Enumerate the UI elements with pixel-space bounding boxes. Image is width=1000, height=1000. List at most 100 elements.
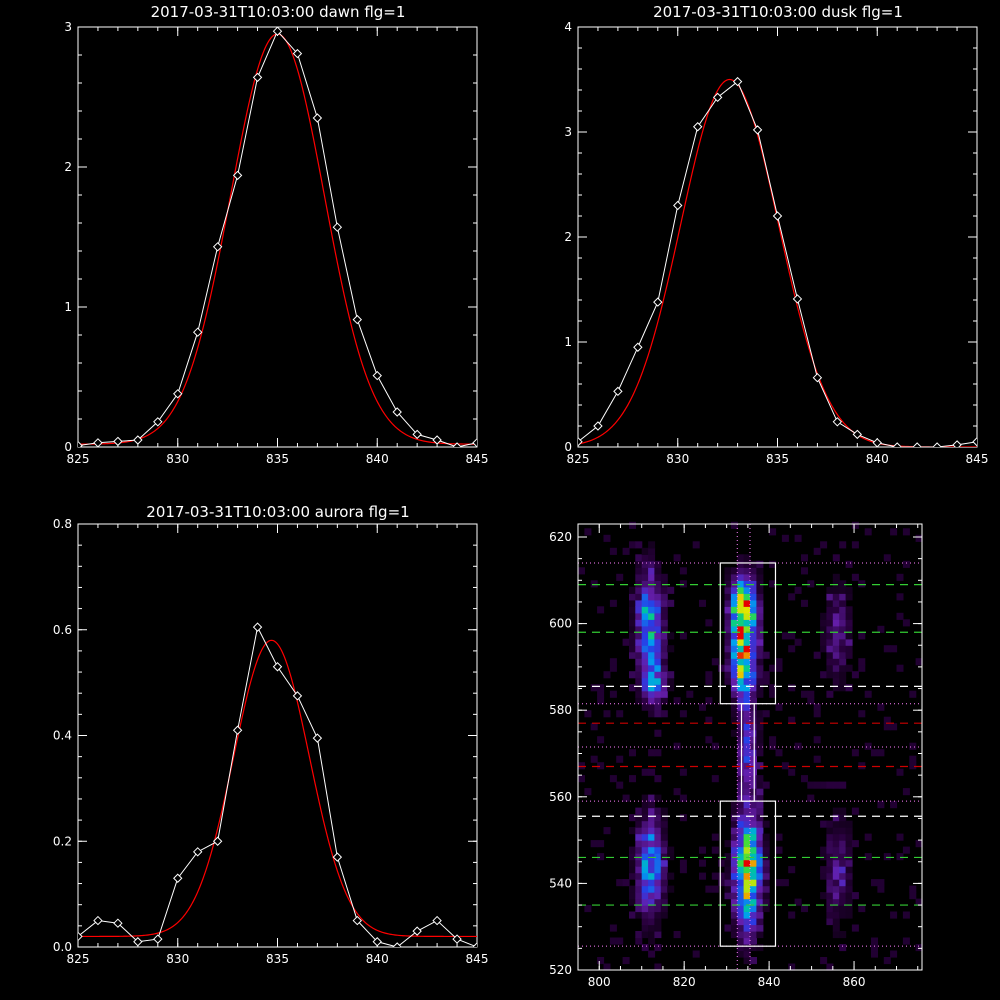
spectrogram-cell [820, 645, 828, 653]
spectrogram-cell [641, 807, 649, 815]
spectrogram-cell [603, 671, 611, 679]
spectrogram-cell [877, 625, 885, 633]
spectrogram-cell [730, 684, 738, 692]
spectrogram-cell [826, 612, 834, 620]
spectrogram-cell [858, 710, 866, 718]
spectrogram-cell [724, 580, 732, 588]
spectrogram-cell [794, 534, 802, 542]
spectrogram-cell [635, 671, 643, 679]
spectrogram-cell [724, 658, 732, 666]
spectrogram-cell [660, 814, 668, 822]
spectrogram-cell [750, 703, 757, 711]
spectrogram-cell [641, 801, 649, 809]
spectrogram-cell [775, 703, 783, 711]
spectrogram-cell [750, 645, 757, 653]
spectrogram-cell [858, 664, 866, 672]
spectrogram-cell [730, 625, 738, 633]
spectrogram-cell [762, 892, 770, 900]
aurora-data-point [352, 915, 363, 926]
spectrogram-cell [756, 872, 764, 880]
spectrogram-cell [629, 885, 636, 893]
spectrogram-cell [839, 931, 847, 939]
spectrogram-cell [718, 872, 726, 880]
spectrogram-cell [769, 560, 777, 568]
spectrogram-cell [750, 599, 757, 607]
spectrogram-cell [673, 697, 681, 705]
spectrogram-cell [737, 827, 745, 835]
spectrogram-cell [641, 768, 649, 776]
spectrogram-cell [756, 716, 764, 724]
spectrogram-cell [648, 593, 656, 601]
spectrogram-cell [667, 872, 675, 880]
spectrogram-cell [679, 814, 687, 822]
spectrogram-cell [641, 619, 649, 627]
spectrogram-cell [635, 619, 643, 627]
spectrogram-cell [832, 664, 840, 672]
spectrogram-cell [743, 788, 751, 796]
spectrogram-cell [597, 606, 605, 614]
spectrogram-cell [648, 599, 656, 607]
spectrogram-cell [730, 586, 738, 594]
spectrogram-cell [660, 651, 668, 659]
spectrogram-cell [654, 846, 662, 854]
spectrogram-cell [654, 573, 662, 581]
dawn-data-point [332, 222, 343, 232]
spectrogram-cell [667, 846, 675, 854]
spectrogram-cell [590, 723, 598, 731]
spectrogram-cell [648, 554, 656, 562]
spectrogram-cell [679, 866, 687, 874]
spectrogram-cell [641, 593, 649, 601]
spectrogram-cell [635, 560, 643, 568]
spectrogram-cell [845, 632, 853, 640]
spectrogram-cell [730, 892, 738, 900]
spectrogram-cell [641, 905, 649, 913]
spectrogram-cell [896, 573, 904, 581]
spectrogram-cell [730, 664, 738, 672]
spectrogram-cell [654, 827, 662, 835]
spectrogram-cell [915, 534, 923, 542]
spectrogram-cell [718, 879, 726, 887]
spectrogram-cell [648, 645, 656, 653]
spectrogram-cell [832, 658, 840, 666]
spectrogram-cell [679, 794, 687, 802]
spectrogram-cell [743, 690, 751, 698]
spectrogram-cell [629, 632, 636, 640]
spectrogram-cell [622, 638, 630, 646]
spectrogram-cell [654, 911, 662, 919]
image-ytick-label: 540 [549, 876, 572, 890]
dusk-data-point [633, 342, 643, 352]
spectrogram-cell [743, 619, 751, 627]
spectrogram-cell [750, 593, 757, 601]
spectrogram-cell [762, 651, 770, 659]
spectrogram-cell [635, 697, 643, 705]
spectrogram-cell [654, 866, 662, 874]
spectrogram-cell [641, 944, 649, 952]
spectrogram-cell [839, 879, 847, 887]
spectrogram-cell [648, 931, 656, 939]
spectrogram-cell [896, 853, 904, 861]
spectrogram-cell [730, 697, 738, 705]
aurora-data-point [472, 942, 477, 947]
spectrogram-cell [629, 853, 636, 861]
spectrogram-cell [737, 554, 745, 562]
spectrogram-cell [660, 671, 668, 679]
dusk-data-point [912, 442, 922, 447]
dusk-data-line [578, 80, 977, 447]
dusk-data-point [752, 125, 763, 135]
aurora-ytick-label: 0.2 [53, 834, 72, 848]
spectrogram-cell [724, 671, 732, 679]
spectrogram-cell [826, 781, 834, 789]
spectrogram-cell [724, 885, 732, 893]
spectrogram-cell [743, 755, 751, 763]
spectrogram-cell [756, 638, 764, 646]
spectrogram-cell [909, 892, 917, 900]
spectrogram-cell [775, 749, 783, 757]
spectrogram-cell [648, 606, 656, 614]
spectrogram-cell [807, 794, 815, 802]
spectrogram-cell [750, 768, 757, 776]
spectrogram-cell [832, 905, 840, 913]
dawn-ytick-label: 1 [64, 300, 72, 314]
spectrogram-cell [845, 593, 853, 601]
spectrogram-cell [597, 957, 605, 965]
spectrogram-cell [877, 703, 885, 711]
